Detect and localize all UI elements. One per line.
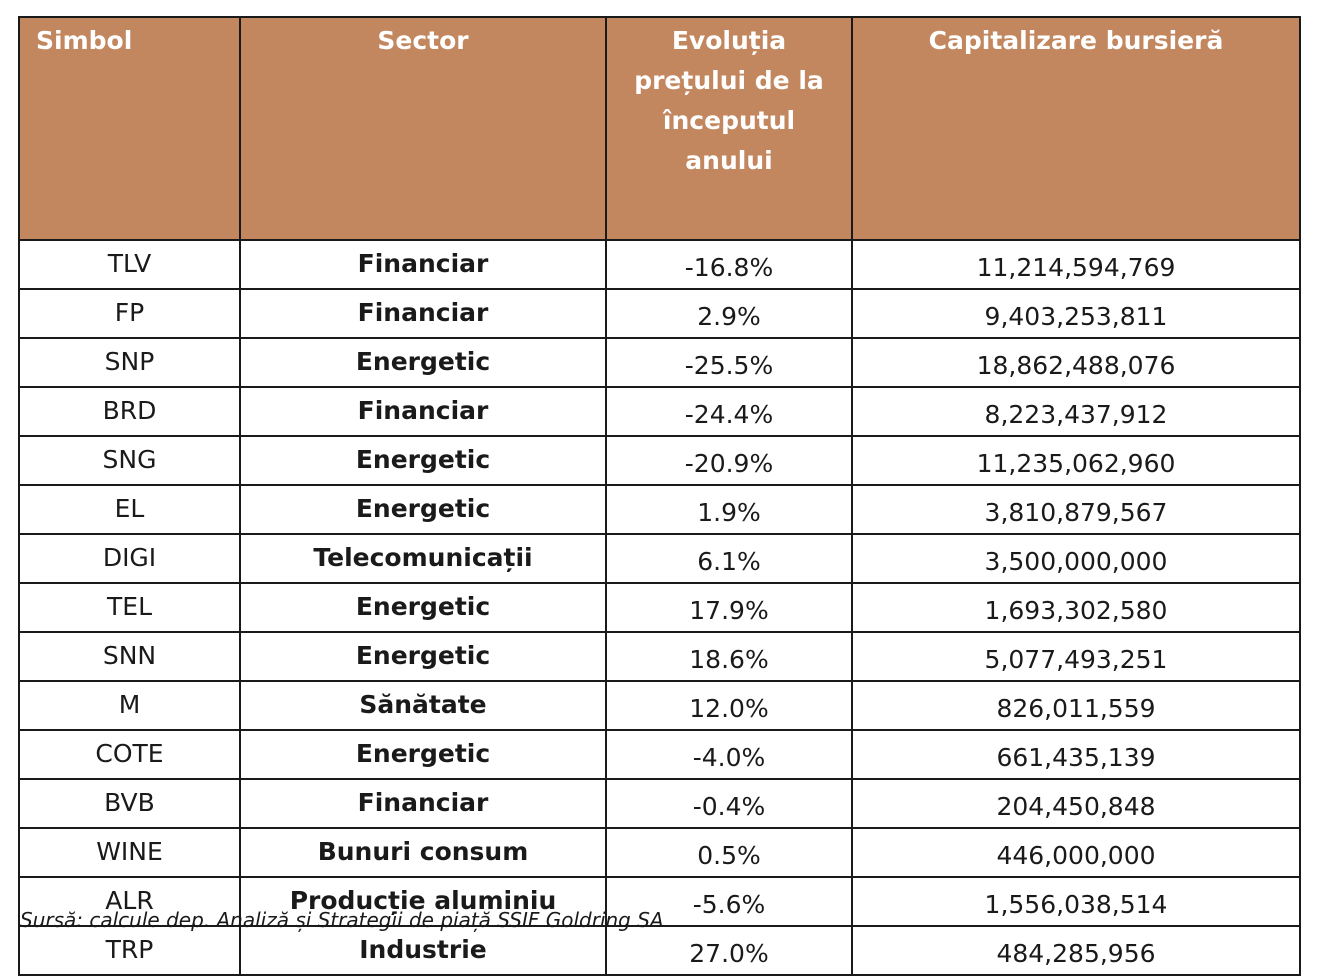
table-row: BRD Financiar -24.4% 8,223,437,912 xyxy=(18,386,1301,437)
sector-cell: Energetic xyxy=(239,631,607,682)
price-evolution-cell: 2.9% xyxy=(605,288,853,339)
price-evolution-cell: 12.0% xyxy=(605,680,853,731)
price-evolution-cell: -20.9% xyxy=(605,435,853,486)
table-row: FP Financiar 2.9% 9,403,253,811 xyxy=(18,288,1301,339)
market-cap-cell: 11,214,594,769 xyxy=(851,239,1301,290)
market-cap-cell: 3,500,000,000 xyxy=(851,533,1301,584)
sector-cell: Producție aluminiu xyxy=(239,876,607,927)
table-row: SNN Energetic 18.6% 5,077,493,251 xyxy=(18,631,1301,682)
table-header-row: Simbol Sector Evoluția prețului de la în… xyxy=(18,16,1301,241)
price-evolution-cell: -0.4% xyxy=(605,778,853,829)
market-cap-cell: 11,235,062,960 xyxy=(851,435,1301,486)
source-note: Sursă: calcule dep. Analiză și Strategii… xyxy=(20,908,664,932)
table-row: TEL Energetic 17.9% 1,693,302,580 xyxy=(18,582,1301,633)
table-row: ALR Producție aluminiu -5.6% 1,556,038,514 xyxy=(18,876,1301,927)
market-cap-cell: 9,403,253,811 xyxy=(851,288,1301,339)
sector-cell: Industrie xyxy=(239,925,607,976)
price-evolution-cell: -16.8% xyxy=(605,239,853,290)
sector-cell: Telecomunicații xyxy=(239,533,607,584)
price-evolution-cell: -5.6% xyxy=(605,876,853,927)
symbol-cell: COTE xyxy=(18,729,241,780)
price-evolution-cell: 18.6% xyxy=(605,631,853,682)
market-cap-cell: 1,693,302,580 xyxy=(851,582,1301,633)
symbol-cell: FP xyxy=(18,288,241,339)
market-cap-cell: 446,000,000 xyxy=(851,827,1301,878)
symbol-cell: BVB xyxy=(18,778,241,829)
symbol-cell: ALR xyxy=(18,876,241,927)
market-cap-cell: 1,556,038,514 xyxy=(851,876,1301,927)
table-row: DIGI Telecomunicații 6.1% 3,500,000,000 xyxy=(18,533,1301,584)
price-evolution-cell: -25.5% xyxy=(605,337,853,388)
price-evolution-cell: 0.5% xyxy=(605,827,853,878)
market-cap-cell: 8,223,437,912 xyxy=(851,386,1301,437)
table-row: WINE Bunuri consum 0.5% 446,000,000 xyxy=(18,827,1301,878)
table-row: EL Energetic 1.9% 3,810,879,567 xyxy=(18,484,1301,535)
sector-cell: Financiar xyxy=(239,778,607,829)
table-row: TRP Industrie 27.0% 484,285,956 xyxy=(18,925,1301,976)
price-evolution-cell: 27.0% xyxy=(605,925,853,976)
sector-cell: Energetic xyxy=(239,337,607,388)
table-row: SNG Energetic -20.9% 11,235,062,960 xyxy=(18,435,1301,486)
symbol-cell: TEL xyxy=(18,582,241,633)
symbol-cell: BRD xyxy=(18,386,241,437)
header-price-evolution: Evoluția prețului de la începutul anului xyxy=(605,16,853,241)
sector-cell: Sănătate xyxy=(239,680,607,731)
market-cap-cell: 204,450,848 xyxy=(851,778,1301,829)
table-row: TLV Financiar -16.8% 11,214,594,769 xyxy=(18,239,1301,290)
price-evolution-cell: 6.1% xyxy=(605,533,853,584)
sector-cell: Energetic xyxy=(239,435,607,486)
sector-cell: Financiar xyxy=(239,288,607,339)
table-row: COTE Energetic -4.0% 661,435,139 xyxy=(18,729,1301,780)
sector-cell: Energetic xyxy=(239,729,607,780)
market-cap-cell: 484,285,956 xyxy=(851,925,1301,976)
symbol-cell: WINE xyxy=(18,827,241,878)
table-body: TLV Financiar -16.8% 11,214,594,769 FP Financ… xyxy=(18,239,1301,976)
symbol-cell: SNP xyxy=(18,337,241,388)
symbol-cell: TRP xyxy=(18,925,241,976)
sector-cell: Bunuri consum xyxy=(239,827,607,878)
price-evolution-cell: -24.4% xyxy=(605,386,853,437)
symbol-cell: SNN xyxy=(18,631,241,682)
table-row: BVB Financiar -0.4% 204,450,848 xyxy=(18,778,1301,829)
table-row: M Sănătate 12.0% 826,011,559 xyxy=(18,680,1301,731)
header-simbol: Simbol xyxy=(18,16,241,241)
market-cap-table: Simbol Sector Evoluția prețului de la în… xyxy=(18,16,1301,976)
header-sector: Sector xyxy=(239,16,607,241)
sector-cell: Energetic xyxy=(239,484,607,535)
market-cap-cell: 661,435,139 xyxy=(851,729,1301,780)
header-market-cap: Capitalizare bursieră xyxy=(851,16,1301,241)
sector-cell: Financiar xyxy=(239,386,607,437)
symbol-cell: SNG xyxy=(18,435,241,486)
table-row: SNP Energetic -25.5% 18,862,488,076 xyxy=(18,337,1301,388)
market-cap-cell: 18,862,488,076 xyxy=(851,337,1301,388)
market-cap-cell: 826,011,559 xyxy=(851,680,1301,731)
price-evolution-cell: 1.9% xyxy=(605,484,853,535)
price-evolution-cell: -4.0% xyxy=(605,729,853,780)
symbol-cell: DIGI xyxy=(18,533,241,584)
sector-cell: Energetic xyxy=(239,582,607,633)
symbol-cell: EL xyxy=(18,484,241,535)
symbol-cell: TLV xyxy=(18,239,241,290)
market-cap-cell: 5,077,493,251 xyxy=(851,631,1301,682)
market-cap-cell: 3,810,879,567 xyxy=(851,484,1301,535)
sector-cell: Financiar xyxy=(239,239,607,290)
symbol-cell: M xyxy=(18,680,241,731)
price-evolution-cell: 17.9% xyxy=(605,582,853,633)
